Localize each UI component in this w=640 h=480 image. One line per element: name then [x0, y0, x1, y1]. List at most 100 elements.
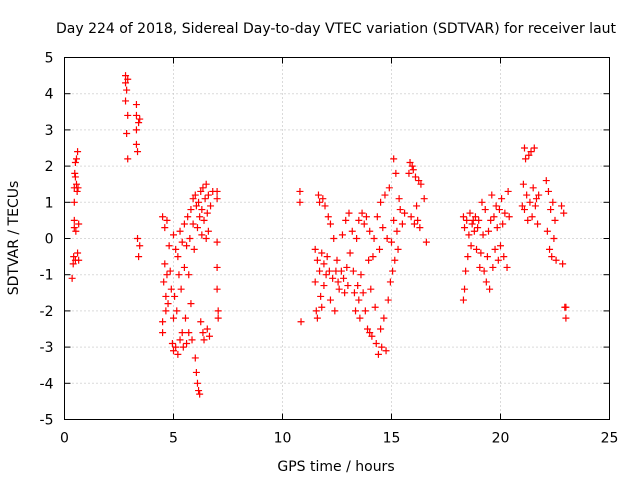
data-point [389, 267, 397, 275]
data-point [388, 238, 395, 246]
data-point [323, 253, 331, 261]
data-point [132, 140, 140, 148]
data-point [124, 155, 132, 163]
data-point [316, 198, 324, 206]
data-point [548, 253, 556, 261]
data-point [202, 180, 210, 188]
data-point [183, 242, 191, 250]
data-point [498, 195, 506, 203]
data-point [364, 325, 372, 333]
data-point [493, 224, 501, 232]
x-tick-label: 0 [60, 431, 69, 447]
data-point [197, 318, 205, 326]
data-point [391, 256, 399, 264]
data-point [504, 187, 512, 195]
data-point [201, 195, 209, 203]
data-point [520, 144, 528, 152]
data-point [181, 314, 189, 322]
data-point [74, 148, 82, 156]
data-point [313, 256, 321, 264]
data-point [170, 347, 177, 355]
data-point [122, 72, 130, 80]
data-point [135, 119, 143, 127]
data-point [501, 209, 509, 217]
data-point [374, 350, 382, 358]
data-point [486, 285, 494, 293]
data-point [377, 325, 385, 333]
data-point [359, 289, 367, 297]
data-point [417, 180, 425, 188]
data-point [341, 289, 349, 297]
data-point [165, 242, 173, 250]
data-point [296, 187, 304, 195]
data-point [213, 285, 221, 293]
data-point [187, 206, 195, 214]
data-point [316, 267, 324, 275]
data-point [461, 224, 469, 232]
data-point [188, 336, 196, 344]
data-point [72, 180, 80, 188]
chart-title: Day 224 of 2018, Sidereal Day-to-day VTE… [56, 21, 617, 37]
data-point [526, 198, 534, 206]
data-point [357, 271, 365, 279]
data-point [520, 206, 528, 214]
data-point [531, 202, 539, 210]
data-point [350, 289, 358, 297]
data-point [488, 191, 496, 199]
data-point [500, 253, 508, 261]
data-point [314, 191, 322, 199]
data-point [546, 245, 554, 253]
y-tick-label: -5 [40, 413, 54, 429]
data-point [311, 245, 319, 253]
data-point [321, 202, 329, 210]
data-point [168, 339, 176, 347]
data-point [468, 220, 476, 228]
data-point [366, 329, 374, 337]
data-point [524, 216, 532, 224]
data-point [478, 198, 486, 206]
data-point [193, 379, 201, 387]
data-point [503, 263, 511, 271]
data-point [358, 209, 366, 217]
data-point [172, 245, 180, 253]
x-tick-label: 5 [169, 431, 178, 447]
data-point [297, 318, 305, 326]
data-point [406, 158, 414, 166]
data-point [401, 209, 409, 217]
data-point [390, 155, 398, 163]
data-point [459, 296, 467, 304]
x-tick-label: 10 [274, 431, 292, 447]
data-point [532, 195, 540, 203]
data-point [491, 245, 499, 253]
y-tick-labels: -5 -4 -3 -2 -1 0 1 2 3 4 5 [40, 51, 54, 429]
data-point [381, 191, 389, 199]
data-point [407, 213, 415, 221]
data-point [176, 227, 184, 235]
data-point [180, 220, 188, 228]
data-point [191, 354, 199, 362]
data-point [499, 220, 507, 228]
data-point [544, 187, 552, 195]
data-point [361, 307, 369, 315]
data-point [342, 216, 350, 224]
data-point [360, 220, 368, 228]
data-point [411, 173, 419, 181]
data-point [465, 231, 473, 239]
data-point [529, 184, 537, 192]
data-point [193, 224, 201, 232]
data-point [376, 245, 384, 253]
data-point [161, 224, 169, 232]
data-point [414, 216, 422, 224]
data-point [396, 206, 404, 214]
data-point [349, 267, 357, 275]
data-point [543, 227, 551, 235]
data-point [535, 191, 543, 199]
data-point [214, 314, 222, 322]
data-point [71, 158, 79, 166]
data-point [159, 329, 167, 337]
data-point [192, 368, 200, 376]
data-point [132, 101, 140, 109]
data-point [122, 79, 130, 87]
data-point [173, 307, 181, 315]
data-point [324, 213, 332, 221]
